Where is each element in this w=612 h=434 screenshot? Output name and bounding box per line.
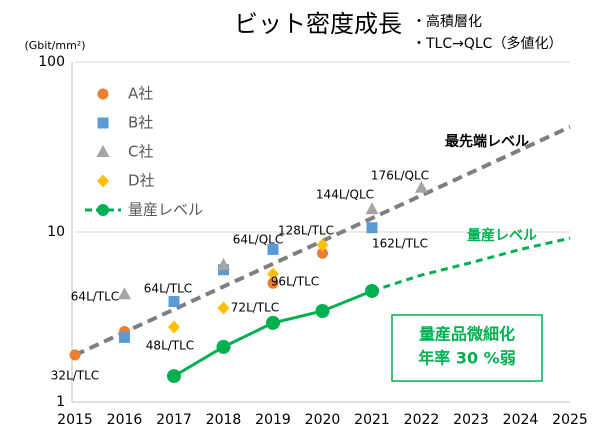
point xyxy=(217,301,230,315)
point xyxy=(118,287,131,300)
point xyxy=(365,202,379,215)
legend-label: C社 xyxy=(128,143,153,161)
line-marker xyxy=(315,304,330,318)
legend-label: D社 xyxy=(128,172,155,190)
point xyxy=(168,320,180,334)
annotation: 48L/TLC xyxy=(146,339,194,353)
legend-swatch xyxy=(97,204,109,216)
note: ・TLC→QLC（多値化） xyxy=(412,35,562,52)
legend-swatch xyxy=(97,88,109,100)
x-tick-label: 2022 xyxy=(404,412,440,428)
legend-label: B社 xyxy=(128,114,153,132)
point xyxy=(267,267,279,281)
x-tick-label: 2016 xyxy=(107,412,143,428)
annotation: 72L/TLC xyxy=(231,301,279,315)
legend-swatch xyxy=(97,117,109,129)
line-marker xyxy=(167,369,181,384)
x-tick-label: 2017 xyxy=(156,412,192,428)
note: ・高積層化 xyxy=(412,13,482,30)
point xyxy=(317,247,328,259)
legend-swatch xyxy=(96,145,110,157)
x-tick-label: 2019 xyxy=(255,412,291,428)
line-marker xyxy=(266,315,280,330)
y-tick-label: 100 xyxy=(38,54,65,70)
point xyxy=(415,180,428,193)
x-tick-label: 2021 xyxy=(354,412,390,428)
callout-text: 年率 30 %弱 xyxy=(418,349,515,368)
line-marker xyxy=(365,283,379,298)
legend-swatch xyxy=(97,174,109,188)
y-unit: (Gbit/mm²) xyxy=(24,39,85,52)
y-tick-label: 10 xyxy=(47,224,65,240)
annotation: 96L/TLC xyxy=(271,275,319,289)
trend-label: 最先端レベル xyxy=(445,133,529,150)
annotation: 176L/QLC xyxy=(371,169,429,183)
x-tick-label: 2024 xyxy=(503,412,539,428)
point xyxy=(119,331,130,343)
point xyxy=(217,257,230,270)
point xyxy=(267,243,279,255)
x-tick-label: 2018 xyxy=(206,412,242,428)
x-tick-label: 2015 xyxy=(57,412,93,428)
line-label: 量産レベル xyxy=(467,227,537,244)
x-tick-label: 2025 xyxy=(552,412,588,428)
point xyxy=(168,296,180,308)
annotation: 32L/TLC xyxy=(51,369,99,383)
y-tick-label: 1 xyxy=(56,394,65,410)
line-marker xyxy=(216,339,231,354)
annotation: 128L/TLC xyxy=(278,224,334,238)
annotation: 162L/TLC xyxy=(372,237,428,251)
callout-text: 量産品微細化 xyxy=(419,325,515,344)
point xyxy=(69,349,81,361)
annotation: 64L/QLC xyxy=(233,233,284,247)
x-tick-label: 2020 xyxy=(305,412,341,428)
line xyxy=(371,236,571,293)
point xyxy=(267,277,279,289)
callout-box xyxy=(391,314,543,382)
annotation: 64L/TLC xyxy=(144,282,192,296)
chart-title: ビット密度成長 xyxy=(234,10,402,38)
annotation: 144L/QLC xyxy=(316,188,374,202)
annotation: 64L/TLC xyxy=(71,290,119,304)
point xyxy=(316,238,329,252)
legend-label: 量産レベル xyxy=(128,201,203,219)
point xyxy=(366,222,378,234)
legend-label: A社 xyxy=(128,85,153,103)
x-tick-label: 2023 xyxy=(453,412,489,428)
